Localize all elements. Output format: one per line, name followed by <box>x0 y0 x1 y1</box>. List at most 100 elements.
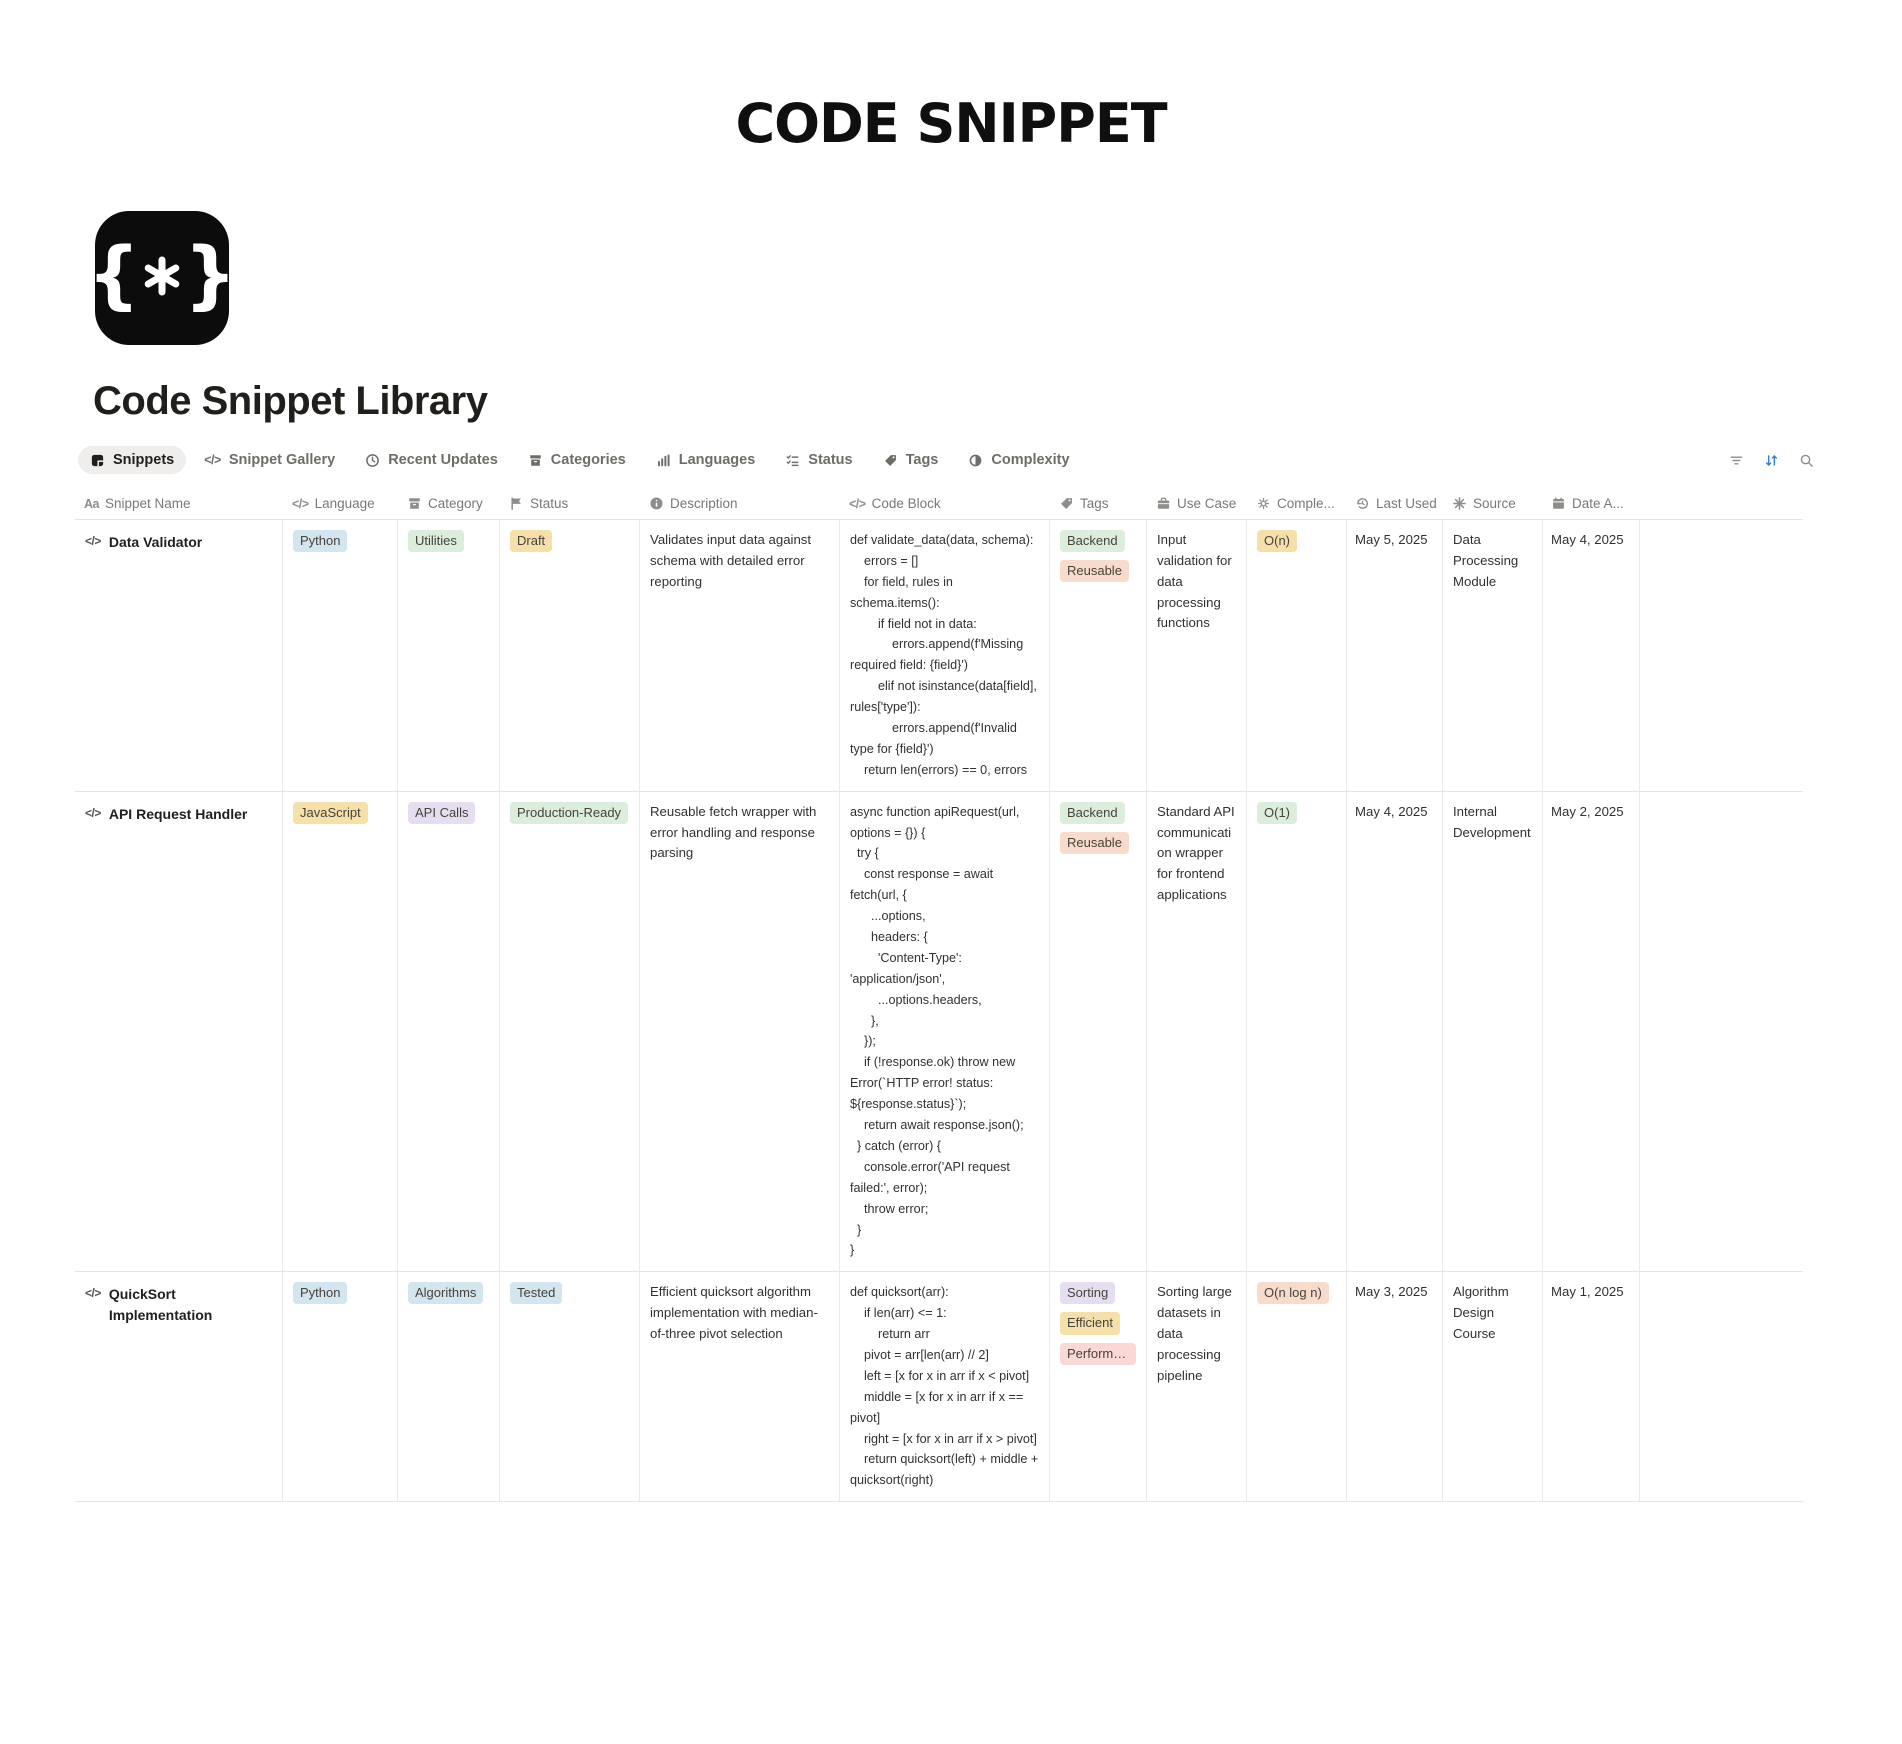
table-row: </> Data Validator Python Utilities Draf… <box>75 520 1803 792</box>
status-cell[interactable]: Tested <box>500 1272 640 1502</box>
view-tab-label: Recent Updates <box>388 452 498 468</box>
calendar-icon <box>1551 496 1566 511</box>
column-header-6[interactable]: Tags <box>1050 488 1147 519</box>
code-icon: </> <box>204 453 221 467</box>
column-header-7[interactable]: Use Case <box>1147 488 1247 519</box>
category-cell[interactable]: Algorithms <box>398 1272 500 1502</box>
status-pill: Tested <box>510 1282 563 1305</box>
source-cell[interactable]: Internal Development <box>1443 791 1543 1272</box>
column-header-1[interactable]: </> Language <box>283 488 398 519</box>
last-used-cell[interactable]: May 3, 2025 <box>1347 1272 1443 1502</box>
snippet-name-cell[interactable]: </> API Request Handler <box>75 791 283 1272</box>
view-tab-complexity[interactable]: Complexity <box>956 446 1081 474</box>
use-case-cell[interactable]: Input validation for data processing fun… <box>1147 520 1247 791</box>
filter-icon[interactable] <box>1729 453 1744 468</box>
tag-pill: Reusable <box>1060 831 1129 855</box>
code-icon: </> <box>85 1286 101 1301</box>
column-header-3[interactable]: Status <box>500 488 640 519</box>
table-row: </> API Request Handler JavaScript API C… <box>75 791 1803 1273</box>
column-header-0[interactable]: Aa Snippet Name <box>75 488 283 519</box>
status-pill: Draft <box>510 530 553 553</box>
date-added-cell[interactable]: May 2, 2025 <box>1543 791 1640 1272</box>
sort-icon[interactable] <box>1764 453 1779 468</box>
tag-pill: Efficient <box>1060 1312 1121 1335</box>
description-cell[interactable]: Efficient quicksort algorithm implementa… <box>640 1272 840 1502</box>
view-tab-status[interactable]: Status <box>773 446 864 474</box>
column-header-8[interactable]: Comple... <box>1247 488 1347 519</box>
page-title[interactable]: Code Snippet Library <box>93 379 488 423</box>
column-header-10[interactable]: Source <box>1443 488 1543 519</box>
view-tab-languages[interactable]: Languages <box>644 446 768 474</box>
column-header-11[interactable]: Date A... <box>1543 488 1640 519</box>
category-cell[interactable]: Utilities <box>398 520 500 791</box>
view-tab-snippet-gallery[interactable]: </> Snippet Gallery <box>192 446 347 474</box>
tags-cell[interactable]: Sorting Efficient Performa... <box>1050 1272 1147 1502</box>
column-header-label: Status <box>530 496 569 511</box>
complexity-cell[interactable]: O(n log n) <box>1247 1272 1347 1502</box>
archive-icon <box>528 453 543 468</box>
aa-icon: Aa <box>84 496 99 511</box>
tag-pill: Reusable <box>1060 560 1129 583</box>
page-icon[interactable]: { } <box>87 211 237 345</box>
category-cell[interactable]: API Calls <box>398 791 500 1272</box>
language-cell[interactable]: JavaScript <box>283 791 398 1272</box>
briefcase-icon <box>1156 496 1171 511</box>
date-added-cell[interactable]: May 4, 2025 <box>1543 520 1640 791</box>
use-case-cell[interactable]: Sorting large datasets in data processin… <box>1147 1272 1247 1502</box>
source-cell[interactable]: Data Processing Module <box>1443 520 1543 791</box>
status-cell[interactable]: Draft <box>500 520 640 791</box>
code-block-cell[interactable]: async function apiRequest(url, options =… <box>840 791 1050 1272</box>
column-header-label: Source <box>1473 496 1516 511</box>
brace-left: { <box>87 232 140 318</box>
last-used-cell[interactable]: May 5, 2025 <box>1347 520 1443 791</box>
table-icon <box>90 453 105 468</box>
use-case-cell[interactable]: Standard API communication wrapper for f… <box>1147 791 1247 1272</box>
snippet-name: QuickSort Implementation <box>108 1286 213 1323</box>
column-header-4[interactable]: Description <box>640 488 840 519</box>
flag-icon <box>509 496 524 511</box>
brand-title: CODE SNIPPET <box>735 92 1167 155</box>
tags-cell[interactable]: Backend Reusable <box>1050 791 1147 1272</box>
tags-cell[interactable]: Backend Reusable <box>1050 520 1147 791</box>
gears-icon <box>1256 496 1271 511</box>
code-icon: </> <box>292 496 309 511</box>
view-tabs-bar: Snippets </> Snippet Gallery Recent Upda… <box>78 446 1814 474</box>
language-pill: Python <box>293 1282 348 1305</box>
status-cell[interactable]: Production-Ready <box>500 791 640 1272</box>
view-tab-tags[interactable]: Tags <box>871 446 951 474</box>
code-block-cell[interactable]: def quicksort(arr): if len(arr) <= 1: re… <box>840 1272 1050 1502</box>
tag-icon <box>883 453 898 468</box>
snippet-name-cell[interactable]: </> Data Validator <box>75 520 283 791</box>
search-icon[interactable] <box>1799 453 1814 468</box>
last-used-cell[interactable]: May 4, 2025 <box>1347 791 1443 1272</box>
brand-header: CODE SNIPPET <box>0 0 1902 155</box>
view-tab-snippets[interactable]: Snippets <box>78 446 187 474</box>
table-body: </> Data Validator Python Utilities Draf… <box>75 520 1902 1503</box>
tag-pill: Backend <box>1060 530 1125 553</box>
view-tab-label: Snippet Gallery <box>228 452 336 468</box>
snippet-name-cell[interactable]: </> QuickSort Implementation <box>75 1272 283 1502</box>
column-header-2[interactable]: Category <box>398 488 500 519</box>
language-cell[interactable]: Python <box>283 1272 398 1502</box>
view-tab-label: Tags <box>905 452 939 468</box>
complexity-cell[interactable]: O(n) <box>1247 520 1347 791</box>
category-pill: API Calls <box>408 801 476 824</box>
column-header-5[interactable]: </> Code Block <box>840 488 1050 519</box>
view-tab-categories[interactable]: Categories <box>516 446 638 474</box>
column-header-label: Snippet Name <box>104 496 191 511</box>
empty-cell <box>1640 520 1803 791</box>
column-header-label: Category <box>428 496 483 511</box>
description-cell[interactable]: Validates input data against schema with… <box>640 520 840 791</box>
code-icon: </> <box>849 496 866 511</box>
complexity-cell[interactable]: O(1) <box>1247 791 1347 1272</box>
source-cell[interactable]: Algorithm Design Course <box>1443 1272 1543 1502</box>
code-block-cell[interactable]: def validate_data(data, schema): errors … <box>840 520 1050 791</box>
description-cell[interactable]: Reusable fetch wrapper with error handli… <box>640 791 840 1272</box>
language-cell[interactable]: Python <box>283 520 398 791</box>
category-pill: Utilities <box>408 530 464 553</box>
column-header-9[interactable]: Last Used <box>1347 488 1443 519</box>
view-tab-recent-updates[interactable]: Recent Updates <box>353 446 510 474</box>
date-added-cell[interactable]: May 1, 2025 <box>1543 1272 1640 1502</box>
complexity-pill: O(1) <box>1257 801 1297 824</box>
tag-pill: Sorting <box>1060 1282 1116 1305</box>
